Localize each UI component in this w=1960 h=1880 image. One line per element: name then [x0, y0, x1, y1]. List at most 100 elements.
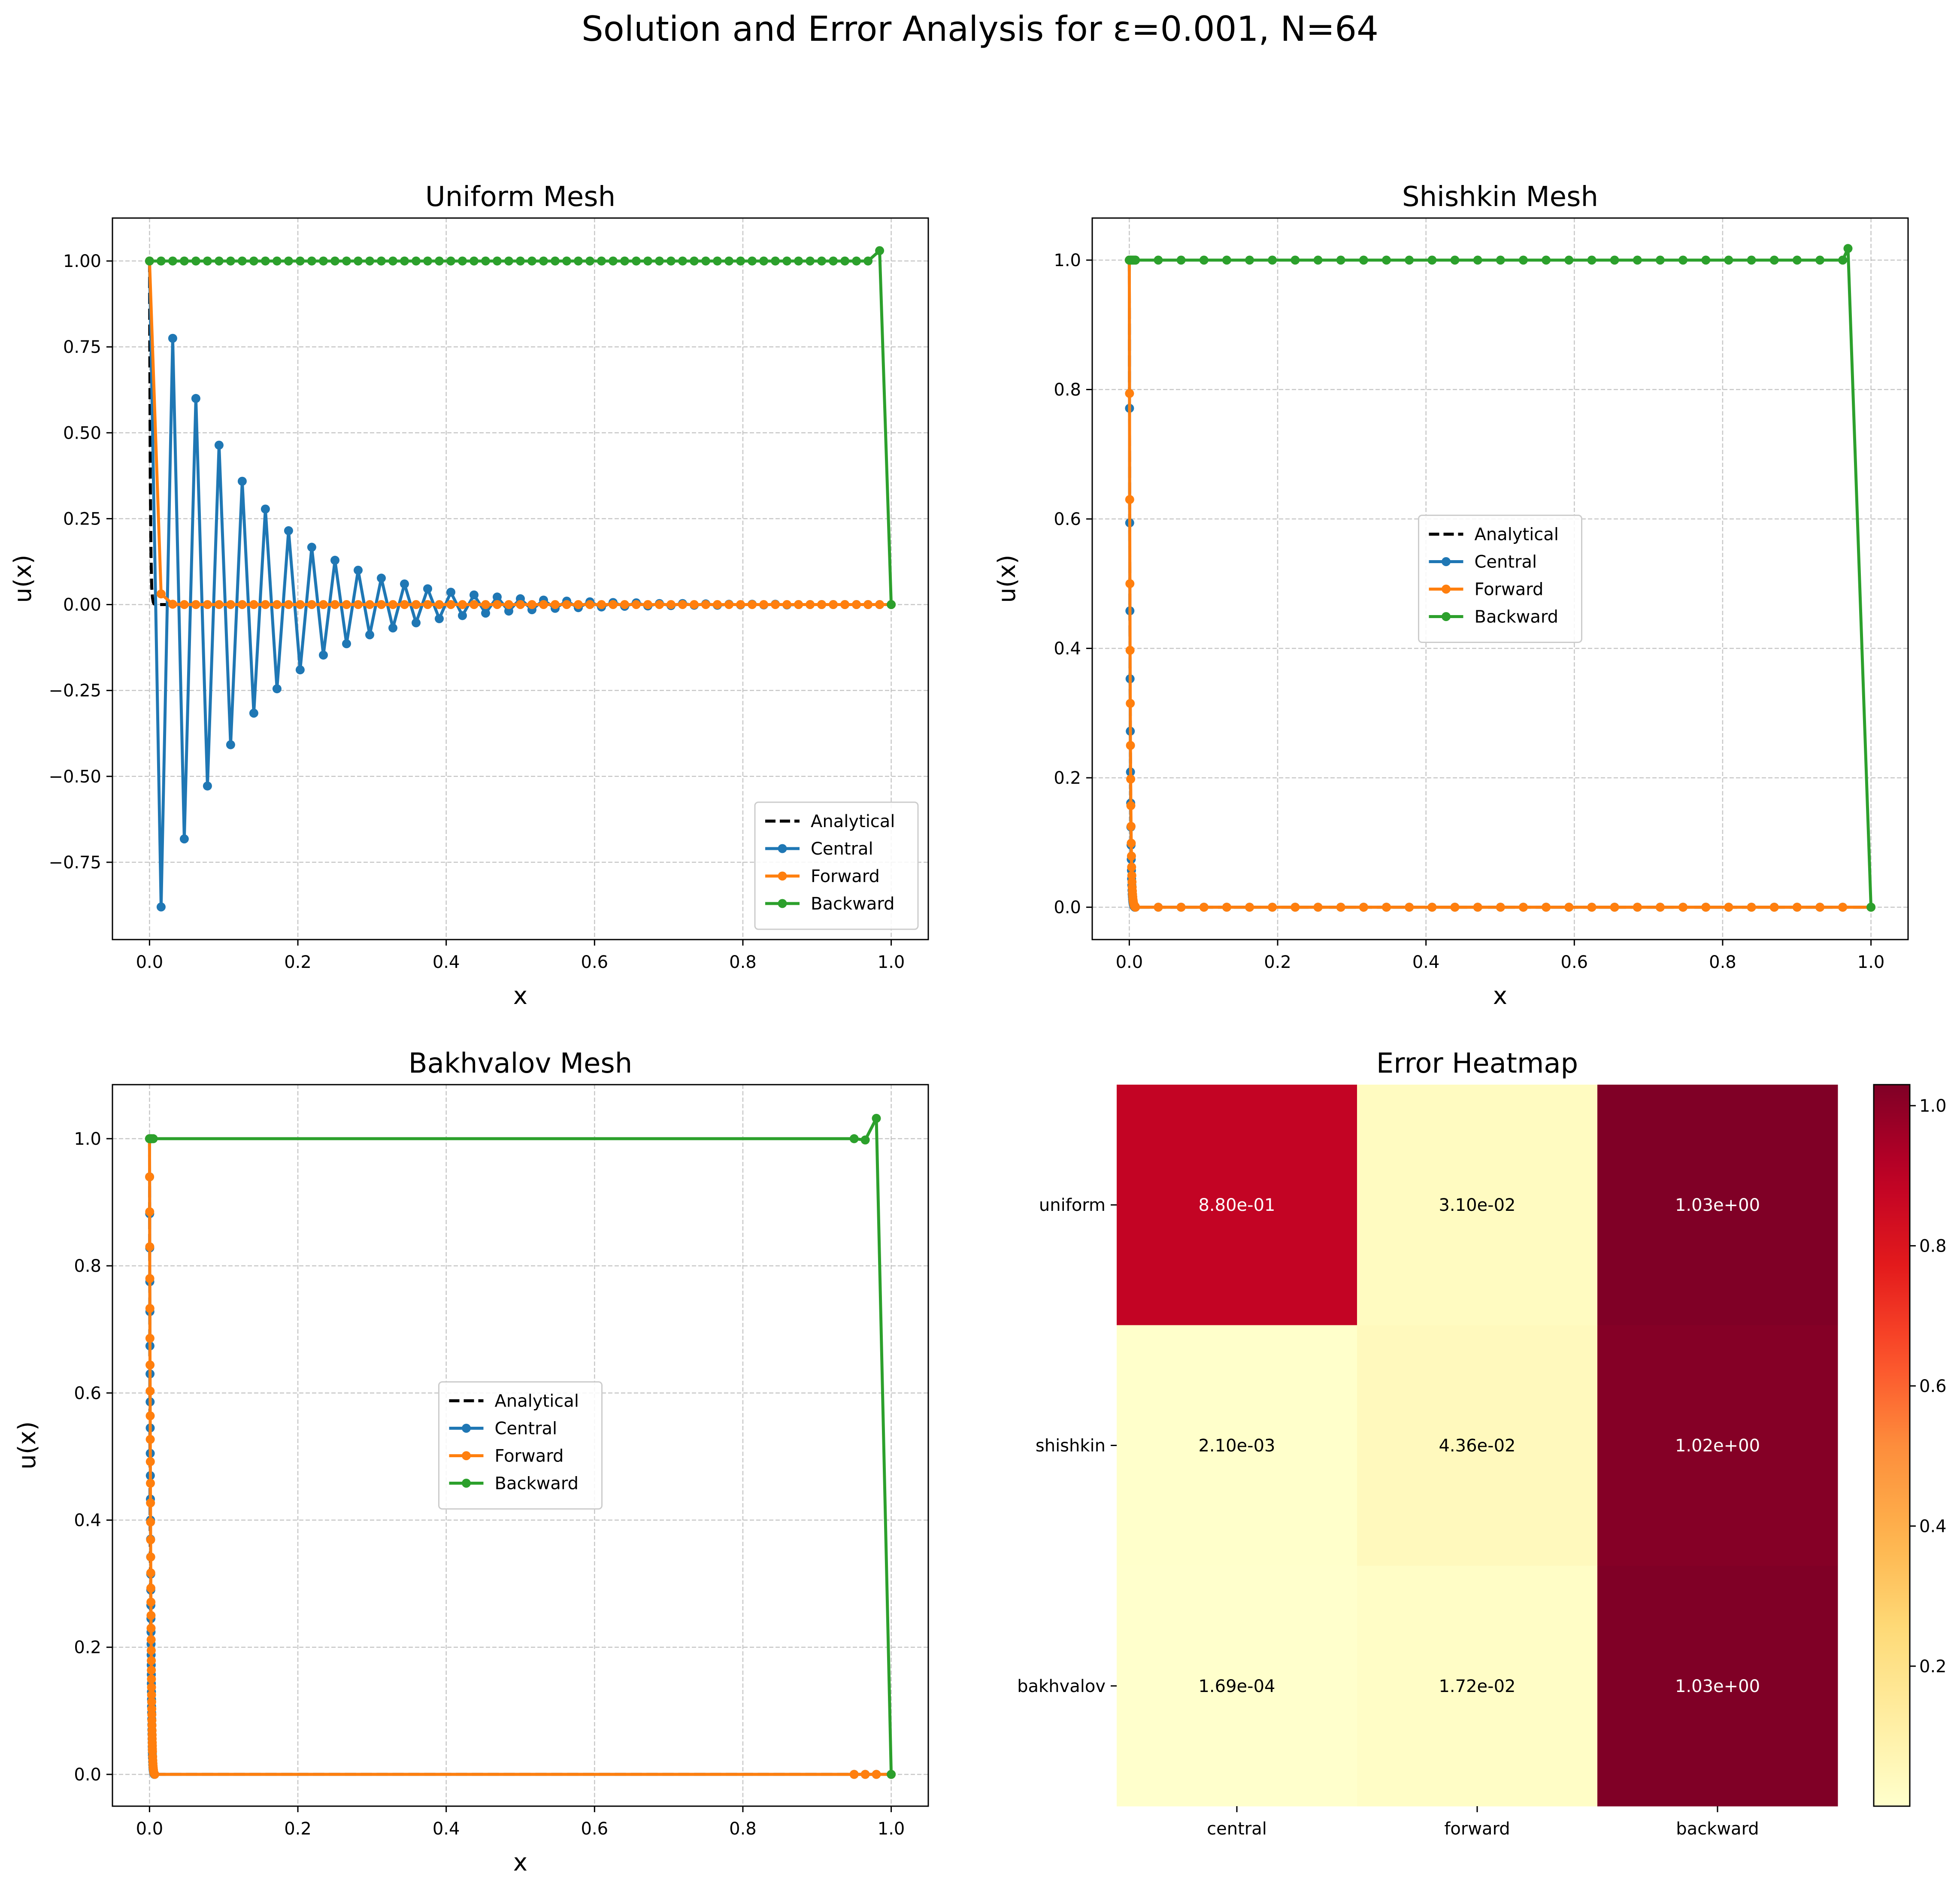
data-point-backward: [191, 256, 200, 266]
axes-frame: [112, 217, 929, 940]
data-point-forward: [872, 1770, 881, 1779]
data-point-forward: [458, 600, 467, 609]
data-point-forward: [145, 1386, 155, 1396]
data-point-backward: [377, 256, 386, 266]
data-point-forward: [295, 600, 305, 609]
data-point-forward: [1382, 903, 1391, 912]
data-point-forward: [146, 1552, 155, 1562]
y-tick-label: 0.6: [1054, 509, 1081, 529]
data-point-forward: [713, 600, 722, 609]
data-point-central: [470, 590, 479, 600]
data-point-backward: [261, 256, 270, 266]
data-point-central: [481, 609, 490, 618]
subplot-title: Shishkin Mesh: [1402, 181, 1598, 213]
data-point-backward: [307, 256, 316, 266]
data-point-central: [168, 334, 177, 343]
data-point-forward: [562, 600, 571, 609]
x-tick-label: 0.4: [1412, 952, 1440, 972]
data-point-forward: [643, 600, 652, 609]
data-point-forward: [597, 600, 606, 609]
data-point-central: [493, 592, 502, 602]
data-point-backward: [678, 256, 687, 266]
legend-label: Backward: [1475, 607, 1558, 627]
legend-label: Backward: [811, 894, 894, 914]
data-point-central: [400, 579, 409, 588]
data-point-backward: [470, 256, 479, 266]
data-point-backward: [237, 256, 247, 266]
data-point-forward: [852, 600, 861, 609]
data-point-backward: [771, 256, 780, 266]
data-point-backward: [400, 256, 409, 266]
data-point-forward: [1125, 579, 1135, 588]
data-point-backward: [388, 256, 397, 266]
heatmap-cell: [1117, 1085, 1357, 1325]
data-point-forward: [655, 600, 664, 609]
data-point-backward: [829, 256, 838, 266]
y-axis-label: u(x): [9, 555, 37, 603]
data-point-forward: [446, 600, 455, 609]
data-point-forward: [1125, 646, 1135, 655]
data-point-backward: [1792, 255, 1802, 265]
data-point-central: [179, 834, 189, 843]
data-point-forward: [481, 600, 490, 609]
y-tick-label: 1.00: [63, 252, 101, 271]
data-point-forward: [1125, 495, 1134, 504]
data-point-forward: [527, 600, 536, 609]
data-point-forward: [249, 600, 258, 609]
data-point-forward: [771, 600, 780, 609]
data-point-central: [272, 684, 282, 694]
data-point-central: [284, 526, 293, 535]
heatmap-cell-label: 1.02e+00: [1675, 1436, 1760, 1456]
data-point-forward: [145, 1334, 154, 1343]
x-tick-label: 0.6: [581, 952, 609, 972]
data-point-forward: [860, 1770, 870, 1779]
y-tick-label: 1.0: [1054, 251, 1081, 270]
data-point-forward: [1815, 903, 1825, 912]
data-point-forward: [145, 1207, 154, 1216]
data-point-backward: [435, 256, 444, 266]
data-point-backward: [1222, 255, 1231, 265]
data-point-forward: [1127, 822, 1136, 831]
y-tick-label: −0.25: [48, 681, 101, 701]
heatmap-cell-label: 1.72e-02: [1439, 1677, 1515, 1696]
y-tick-label: uniform: [1039, 1195, 1106, 1215]
plot-area: [1124, 244, 1876, 912]
data-point-backward: [1176, 255, 1186, 265]
data-point-forward: [150, 1770, 159, 1779]
figure-title: Solution and Error Analysis for ε=0.001,…: [582, 9, 1378, 49]
colorbar-tick-label: 0.2: [1919, 1657, 1947, 1677]
data-point-backward: [272, 256, 282, 266]
data-point-forward: [145, 1304, 154, 1313]
data-point-backward: [875, 246, 885, 255]
data-point-forward: [261, 600, 270, 609]
data-point-forward: [585, 600, 594, 609]
data-point-forward: [1126, 741, 1135, 750]
data-point-forward: [146, 1635, 156, 1644]
colorbar: 0.2 0.4 0.6 0.8 1.0: [1873, 1084, 1947, 1807]
data-point-backward: [887, 600, 896, 609]
data-point-forward: [1291, 903, 1300, 912]
series-forward: [1124, 255, 1876, 912]
heatmap-cell-label: 8.80e-01: [1198, 1195, 1275, 1215]
data-point-forward: [1542, 903, 1551, 912]
data-point-backward: [701, 256, 710, 266]
data-point-backward: [1154, 255, 1163, 265]
data-point-forward: [1336, 903, 1345, 912]
colorbar-tick-label: 0.4: [1919, 1516, 1947, 1536]
data-point-forward: [1610, 903, 1619, 912]
series-line-analytical: [148, 261, 891, 606]
data-point-forward: [1125, 389, 1134, 398]
legend-label: Central: [1475, 552, 1537, 572]
data-point-forward: [1359, 903, 1368, 912]
series-backward: [1124, 244, 1876, 912]
data-point-backward: [817, 256, 827, 266]
data-point-backward: [527, 256, 536, 266]
data-point-forward: [1222, 903, 1231, 912]
data-point-backward: [1268, 255, 1277, 265]
legend-marker: [778, 844, 787, 853]
heatmap-cell: [1357, 1325, 1598, 1566]
data-point-central: [423, 584, 432, 594]
data-point-forward: [632, 600, 641, 609]
data-point-central: [237, 476, 247, 486]
data-point-forward: [678, 600, 687, 609]
